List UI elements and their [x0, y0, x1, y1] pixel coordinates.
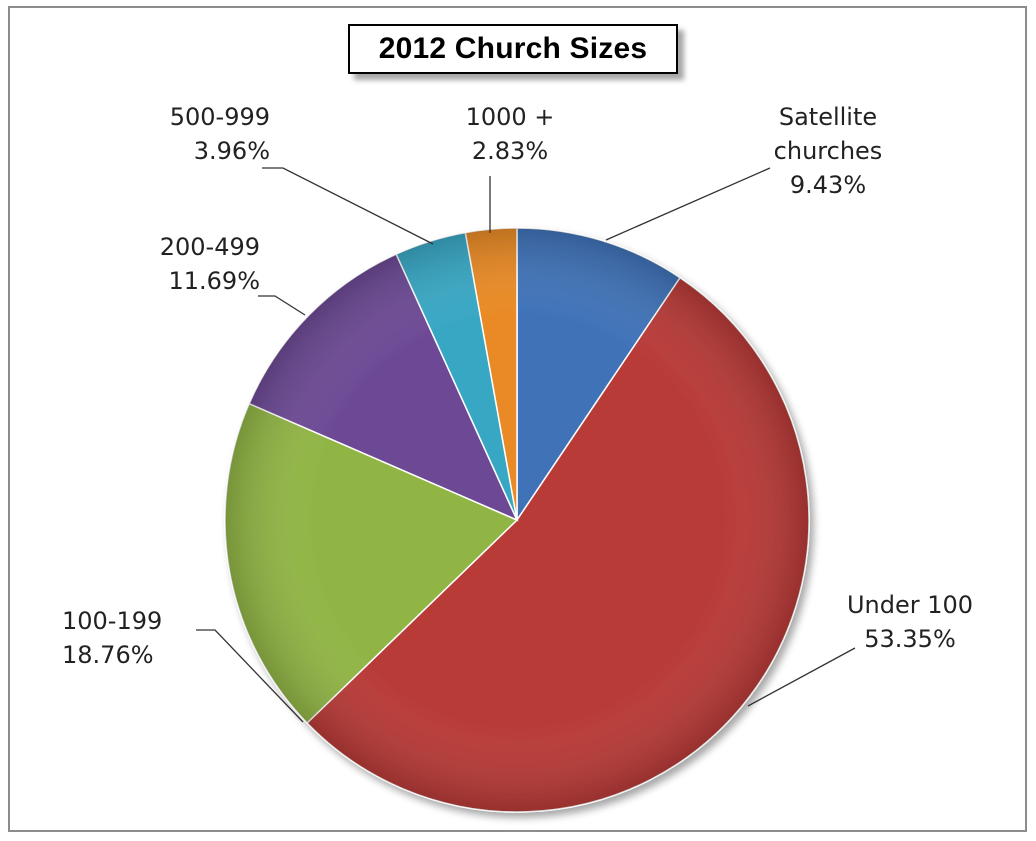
label-500-999-name: 500-999: [169, 103, 270, 131]
label-under-100-value: 53.35%: [864, 625, 956, 653]
label-satellite-churches: Satellite churches 9.43%: [748, 100, 908, 202]
leader-line-100-199: [196, 629, 304, 723]
label-satellite-value: 9.43%: [789, 171, 867, 199]
leader-line-under-100: [747, 647, 856, 707]
pie-shading: [225, 228, 809, 812]
leader-line-500-999: [262, 167, 434, 245]
label-200-499: 200-499 11.69%: [110, 230, 260, 298]
label-200-499-name: 200-499: [159, 233, 260, 261]
pie-slices: [224, 227, 810, 813]
label-1000-plus-value: 2.83%: [471, 137, 549, 165]
label-200-499-value: 11.69%: [168, 267, 260, 295]
label-satellite-line1: Satellite: [778, 103, 878, 131]
label-under-100-name: Under 100: [846, 591, 974, 619]
chart-title: 2012 Church Sizes: [378, 32, 648, 65]
label-1000-plus-name: 1000 +: [465, 103, 555, 131]
leader-line-200-499: [258, 295, 306, 316]
label-500-999-value: 3.96%: [193, 137, 270, 165]
chart-title-box: 2012 Church Sizes: [348, 24, 678, 74]
label-satellite-line2: churches: [773, 137, 883, 165]
label-1000-plus: 1000 + 2.83%: [440, 100, 580, 168]
label-500-999: 500-999 3.96%: [120, 100, 270, 168]
leader-lines: [196, 167, 856, 723]
leader-line-satellite-churches: [605, 167, 771, 241]
label-under-100: Under 100 53.35%: [820, 588, 1000, 656]
label-100-199-value: 18.76%: [62, 641, 154, 669]
label-100-199-name: 100-199: [62, 607, 163, 635]
label-100-199: 100-199 18.76%: [62, 604, 222, 672]
